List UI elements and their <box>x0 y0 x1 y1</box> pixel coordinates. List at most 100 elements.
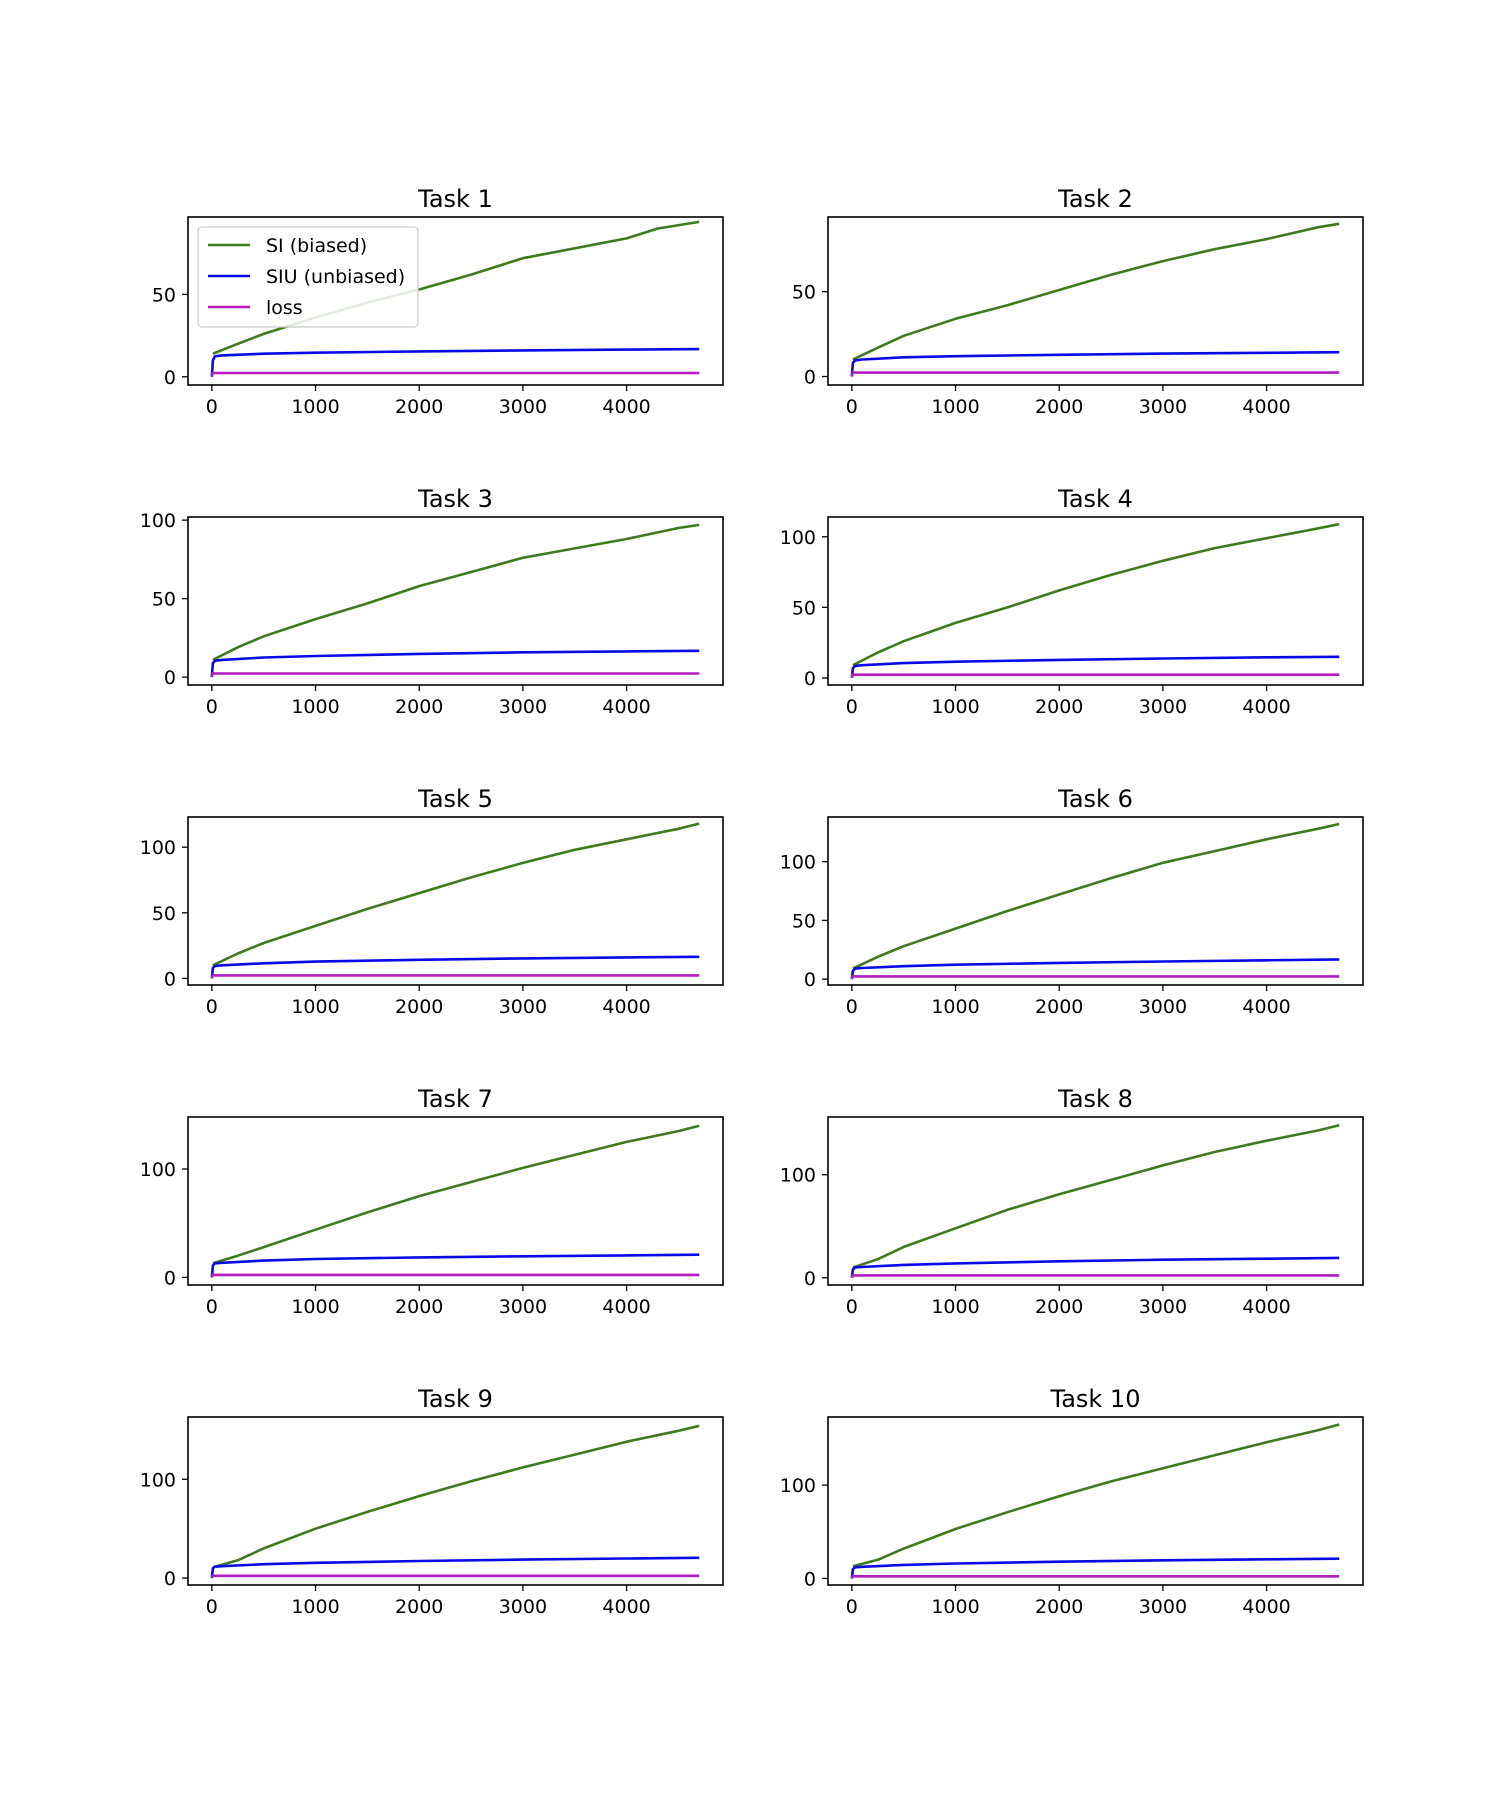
y-tick-label: 100 <box>140 1469 176 1491</box>
y-tick-label: 0 <box>804 367 816 389</box>
legend-label: loss <box>266 297 303 319</box>
y-tick-label: 100 <box>780 1165 816 1187</box>
subplot-10: Task 10 0 1000 2000 3000 4000 0 100 <box>780 1385 1364 1618</box>
subplot-title: Task 2 <box>1057 185 1133 213</box>
y-tick-label: 0 <box>164 968 176 990</box>
y-tick-label: 0 <box>164 1267 176 1289</box>
x-tick-label: 3000 <box>499 1296 547 1318</box>
series-line-si-biased <box>212 1124 700 1265</box>
legend-label: SIU (unbiased) <box>266 266 405 288</box>
subplot-6: Task 6 0 1000 2000 3000 4000 0 50 100 <box>780 785 1364 1018</box>
y-tick-label: 100 <box>140 1159 176 1181</box>
axes-frame <box>827 1116 1364 1286</box>
x-tick-label: 4000 <box>602 396 650 418</box>
x-tick-label: 2000 <box>395 396 443 418</box>
x-tick-label: 1000 <box>291 1296 339 1318</box>
y-tick-label: 100 <box>780 852 816 874</box>
x-tick-label: 3000 <box>499 996 547 1018</box>
series-line-loss <box>210 1574 700 1579</box>
y-tick-label: 50 <box>152 284 176 306</box>
series-line-siu-unbiased <box>210 347 700 377</box>
subplot-9: Task 9 0 1000 2000 3000 4000 0 100 <box>140 1385 724 1618</box>
legend-box <box>197 226 419 328</box>
series-line-siu-unbiased <box>850 1256 1340 1278</box>
x-tick-label: 2000 <box>1035 1296 1083 1318</box>
series-line-si-biased <box>852 1123 1340 1269</box>
x-tick-label: 3000 <box>1139 696 1187 718</box>
subplot-title: Task 1 <box>417 185 493 213</box>
x-tick-label: 1000 <box>931 696 979 718</box>
series-line-loss <box>210 371 700 378</box>
x-tick-label: 4000 <box>602 996 650 1018</box>
series-line-siu-unbiased <box>210 649 700 678</box>
y-tick-label: 0 <box>164 1568 176 1590</box>
series-line-loss <box>850 673 1340 679</box>
x-tick-label: 1000 <box>291 696 339 718</box>
x-tick-label: 0 <box>206 996 218 1018</box>
subplot-4: Task 4 0 1000 2000 3000 4000 0 50 100 <box>780 485 1364 718</box>
series-line-siu-unbiased <box>210 1556 700 1579</box>
y-tick-label: 50 <box>792 282 816 304</box>
axes-frame <box>187 516 724 686</box>
axes-frame <box>827 516 1364 686</box>
series-line-si-biased <box>852 522 1340 667</box>
subplot-title: Task 8 <box>1057 1085 1133 1113</box>
y-tick-label: 0 <box>804 1568 816 1590</box>
y-tick-label: 0 <box>164 667 176 689</box>
x-tick-label: 2000 <box>395 1596 443 1618</box>
y-tick-label: 50 <box>152 589 176 611</box>
series-line-loss <box>850 1273 1340 1279</box>
x-tick-label: 2000 <box>1035 996 1083 1018</box>
x-tick-label: 1000 <box>931 996 979 1018</box>
x-tick-label: 3000 <box>499 396 547 418</box>
subplot-title: Task 6 <box>1057 785 1133 813</box>
x-tick-label: 0 <box>206 396 218 418</box>
subplot-5: Task 5 0 1000 2000 3000 4000 0 50 100 <box>140 785 724 1018</box>
x-tick-label: 3000 <box>499 1596 547 1618</box>
subplot-2: Task 2 0 1000 2000 3000 4000 0 50 <box>792 185 1364 418</box>
x-tick-label: 3000 <box>499 696 547 718</box>
x-tick-label: 0 <box>846 1296 858 1318</box>
x-tick-label: 4000 <box>602 696 650 718</box>
x-tick-label: 1000 <box>291 396 339 418</box>
series-line-si-biased <box>212 822 700 967</box>
y-tick-label: 50 <box>792 597 816 619</box>
series-line-siu-unbiased <box>850 958 1340 980</box>
series-line-loss <box>210 671 700 678</box>
subplot-title: Task 9 <box>417 1385 493 1413</box>
x-tick-label: 3000 <box>1139 996 1187 1018</box>
x-tick-label: 3000 <box>1139 1596 1187 1618</box>
subplot-title: Task 4 <box>1057 485 1133 513</box>
x-tick-label: 2000 <box>1035 1596 1083 1618</box>
x-tick-label: 0 <box>846 696 858 718</box>
x-tick-label: 3000 <box>1139 1296 1187 1318</box>
x-tick-label: 1000 <box>931 1296 979 1318</box>
y-tick-label: 100 <box>780 527 816 549</box>
x-tick-label: 0 <box>206 1596 218 1618</box>
x-tick-label: 0 <box>846 1596 858 1618</box>
subplot-1: Task 1 0 1000 2000 3000 4000 0 50 SI (biased) SIU… <box>152 185 724 418</box>
y-tick-label: 0 <box>164 367 176 389</box>
x-tick-label: 2000 <box>1035 696 1083 718</box>
x-tick-label: 4000 <box>1242 696 1290 718</box>
subplot-3: Task 3 0 1000 2000 3000 4000 0 50 100 <box>140 485 724 718</box>
series-line-siu-unbiased <box>210 955 700 979</box>
x-tick-label: 2000 <box>395 1296 443 1318</box>
x-tick-label: 4000 <box>602 1596 650 1618</box>
x-tick-label: 0 <box>846 396 858 418</box>
x-tick-label: 1000 <box>291 996 339 1018</box>
x-tick-label: 2000 <box>395 996 443 1018</box>
axes-frame <box>187 1116 724 1286</box>
x-tick-label: 4000 <box>1242 1296 1290 1318</box>
x-tick-label: 1000 <box>931 396 979 418</box>
subplot-title: Task 3 <box>417 485 493 513</box>
subplot-title: Task 7 <box>417 1085 493 1113</box>
series-line-si-biased <box>852 222 1340 361</box>
series-line-siu-unbiased <box>850 655 1340 679</box>
series-line-siu-unbiased <box>850 1557 1340 1579</box>
subplot-title: Task 10 <box>1050 1385 1141 1413</box>
x-tick-label: 0 <box>206 696 218 718</box>
legend-label: SI (biased) <box>266 235 367 257</box>
axes-frame <box>187 1416 724 1586</box>
y-tick-label: 0 <box>804 969 816 991</box>
